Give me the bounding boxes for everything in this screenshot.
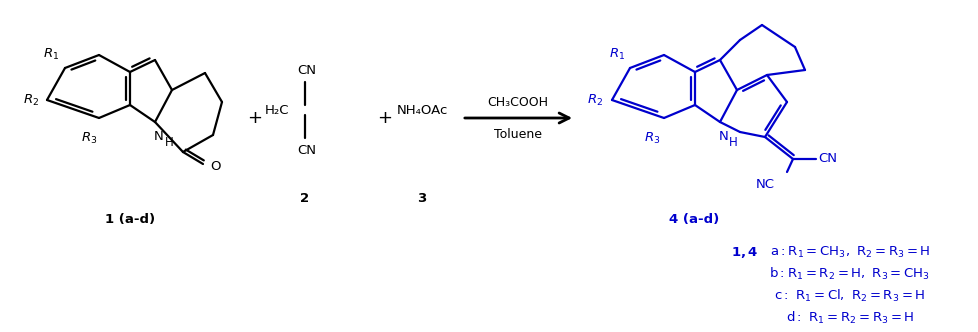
Text: $R_1$: $R_1$: [43, 46, 59, 61]
Text: $\mathrm{d:\ R_1 = R_2 = R_3 = H}$: $\mathrm{d:\ R_1 = R_2 = R_3 = H}$: [785, 310, 913, 326]
Text: $\mathbf{1,4}$: $\mathbf{1,4}$: [731, 244, 758, 260]
Text: $R_3$: $R_3$: [644, 130, 659, 145]
Text: $\mathrm{b: R_1 = R_2 = H,\ R_3 = CH_3}$: $\mathrm{b: R_1 = R_2 = H,\ R_3 = CH_3}$: [769, 266, 930, 282]
Text: $R_3$: $R_3$: [81, 130, 97, 145]
Text: N: N: [154, 130, 163, 143]
Text: +: +: [247, 109, 262, 127]
Text: Toluene: Toluene: [494, 128, 542, 141]
Text: 3: 3: [417, 192, 426, 205]
Text: 2: 2: [300, 192, 309, 205]
Text: CH₃COOH: CH₃COOH: [487, 96, 548, 109]
Text: NC: NC: [755, 179, 774, 192]
Text: N: N: [719, 130, 729, 143]
Text: H: H: [728, 136, 736, 149]
Text: CN: CN: [818, 152, 836, 165]
Text: H: H: [164, 135, 173, 148]
Text: $\mathrm{c:\ R_1 = Cl,\ R_2 = R_3 = H}$: $\mathrm{c:\ R_1 = Cl,\ R_2 = R_3 = H}$: [774, 288, 925, 304]
Text: NH₄OAc: NH₄OAc: [396, 104, 447, 117]
Text: +: +: [378, 109, 392, 127]
Text: O: O: [210, 159, 221, 173]
Text: 1 (a-d): 1 (a-d): [105, 213, 155, 226]
Text: CN: CN: [297, 143, 316, 156]
Text: $R_2$: $R_2$: [22, 92, 39, 108]
Text: $\mathrm{a: R_1 = CH_3,\ R_2 = R_3 = H}$: $\mathrm{a: R_1 = CH_3,\ R_2 = R_3 = H}$: [769, 244, 929, 260]
Text: $R_2$: $R_2$: [587, 92, 602, 108]
Text: H₂C: H₂C: [264, 104, 289, 117]
Text: CN: CN: [297, 63, 316, 76]
Text: 4 (a-d): 4 (a-d): [668, 213, 719, 226]
Text: $R_1$: $R_1$: [608, 46, 625, 61]
